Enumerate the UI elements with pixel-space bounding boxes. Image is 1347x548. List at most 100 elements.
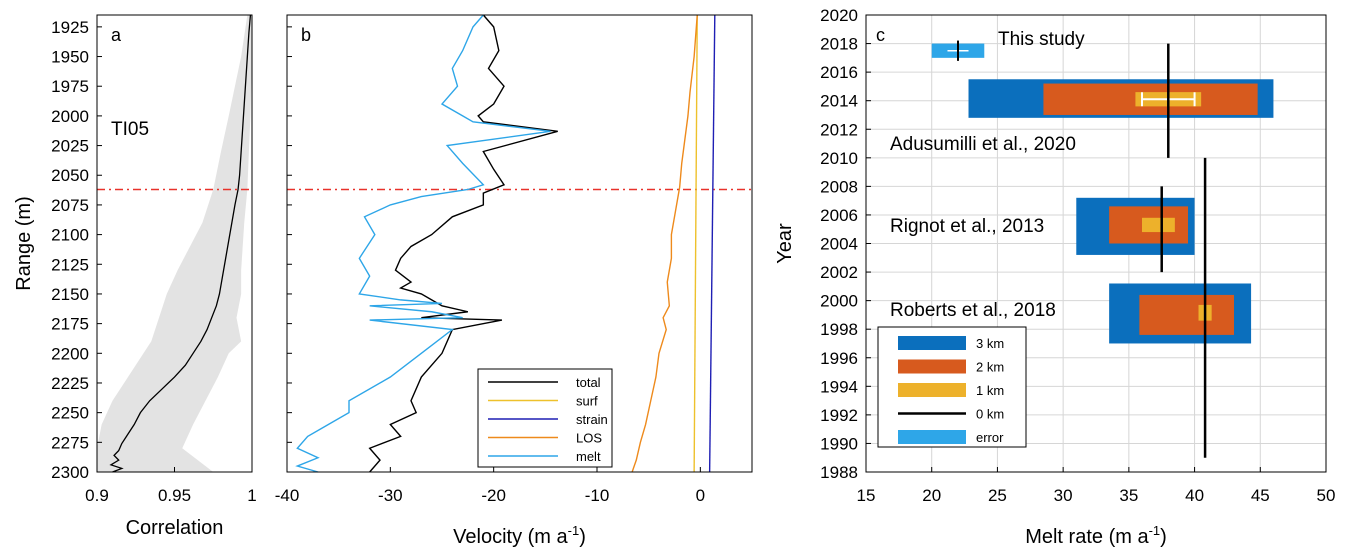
range-box-2km (1139, 294, 1234, 335)
panel-label: b (301, 25, 311, 45)
y-tick-label: 2300 (51, 463, 89, 482)
y-tick-label: 2100 (51, 226, 89, 245)
y-tick-label: 2250 (51, 404, 89, 423)
panel-b: -40 -30 -20 -10 0 b Velocity (m a-1) total surf s… (275, 14, 753, 548)
y-tick-label: 1996 (820, 349, 858, 368)
y-tick-label: 2004 (820, 235, 858, 254)
range-box-1km (1142, 217, 1175, 233)
y-tick-label: 2225 (51, 374, 89, 393)
x-tick-label: 0.9 (85, 486, 109, 505)
legend-label: 3 km (976, 336, 1004, 351)
y-tick-label: 1990 (820, 434, 858, 453)
velocity-line-total (368, 14, 558, 473)
x-axis-label-superscript: -1 (568, 523, 580, 538)
y-tick-label: 2020 (820, 6, 858, 25)
y-tick-label: 2025 (51, 137, 89, 156)
legend-box (477, 368, 613, 468)
y-tick-label: 2125 (51, 255, 89, 274)
x-axis-label: Velocity (m a-1) (453, 523, 586, 548)
legend-swatch (898, 336, 966, 350)
legend: 3 km 2 km 1 km 0 km error (877, 326, 1027, 448)
x-axis-label-superscript: -1 (1149, 523, 1161, 538)
y-tick-label: 1994 (820, 377, 858, 396)
y-tick-label: 2006 (820, 206, 858, 225)
y-tick-label: 1998 (820, 320, 858, 339)
study-label: Roberts et al., 2018 (890, 300, 1056, 321)
x-tick-label: 25 (988, 486, 1007, 505)
study-label: Adusumilli et al., 2020 (890, 134, 1076, 155)
y-tick-label: 2014 (820, 92, 858, 111)
y-axis-label: Year (774, 223, 796, 264)
legend-label: 1 km (976, 383, 1004, 398)
legend-label: LOS (576, 431, 602, 446)
correlation-spread-band (97, 15, 252, 472)
x-axis-label: Correlation (126, 517, 224, 539)
y-tick-label: 2002 (820, 263, 858, 282)
study-0 (931, 40, 985, 61)
velocity-line-los (631, 14, 698, 473)
legend-label: 0 km (976, 407, 1004, 422)
y-tick-label: 2012 (820, 120, 858, 139)
study-2 (1076, 186, 1195, 273)
y-tick-label: 2016 (820, 63, 858, 82)
site-annotation: TI05 (111, 119, 149, 140)
x-tick-label: -10 (585, 486, 610, 505)
y-tick-label: 2010 (820, 149, 858, 168)
y-tick-label: 2000 (820, 292, 858, 311)
y-tick-label: 1992 (820, 406, 858, 425)
legend-swatch (898, 430, 966, 444)
study-1 (968, 43, 1274, 158)
panel-label: c (876, 25, 885, 45)
y-tick-label: 2000 (51, 107, 89, 126)
x-axis-label-text: Melt rate (m a (1025, 526, 1149, 548)
y-tick-label: 2018 (820, 35, 858, 54)
y-tick-label: 1988 (820, 463, 858, 482)
y-tick-label: 2200 (51, 344, 89, 363)
legend-label: strain (576, 412, 608, 427)
x-tick-label: 20 (922, 486, 941, 505)
panel-label: a (111, 25, 122, 45)
y-tick-label: 1975 (51, 77, 89, 96)
legend-label: error (976, 430, 1004, 445)
legend-label: 2 km (976, 360, 1004, 375)
x-tick-label: 50 (1317, 486, 1336, 505)
legend-swatch (898, 359, 966, 374)
velocity-line-strain (708, 14, 716, 473)
study-3 (1109, 157, 1252, 458)
x-tick-label: -30 (378, 486, 403, 505)
x-tick-label: 0 (696, 486, 705, 505)
y-axis-label: Range (m) (13, 196, 35, 290)
x-axis-label-end: ) (579, 526, 586, 548)
y-tick-label: 2008 (820, 177, 858, 196)
legend-label: total (576, 375, 601, 390)
y-tick-label: 2150 (51, 285, 89, 304)
x-tick-label: 35 (1119, 486, 1138, 505)
y-tick-label: 2275 (51, 433, 89, 452)
velocity-line-melt (295, 14, 551, 473)
x-tick-label: 40 (1185, 486, 1204, 505)
x-tick-label: -40 (275, 486, 300, 505)
plot-frame (286, 14, 753, 473)
x-axis-label-text: Velocity (m a (453, 526, 568, 548)
x-axis-label: Melt rate (m a-1) (1025, 523, 1167, 548)
x-tick-label: 0.95 (158, 486, 191, 505)
legend-label: melt (576, 449, 601, 464)
legend-label: surf (576, 394, 598, 409)
legend: total surf strain LOS melt (477, 368, 613, 468)
correlation-line (109, 14, 252, 473)
velocity-line-surf (693, 14, 698, 473)
y-tick-label: 2050 (51, 166, 89, 185)
x-tick-label: 1 (247, 486, 256, 505)
x-tick-label: 15 (857, 486, 876, 505)
x-tick-label: -20 (481, 486, 506, 505)
study-label: Rignot et al., 2013 (890, 216, 1044, 237)
x-axis-label-end: ) (1160, 526, 1167, 548)
y-tick-label: 1925 (51, 18, 89, 37)
x-tick-label: 30 (1054, 486, 1073, 505)
y-tick-label: 2075 (51, 196, 89, 215)
panel-c: This study Adusumilli et al., 2020 Rignot … (774, 6, 1335, 548)
study-label: This study (998, 29, 1085, 50)
y-tick-label: 1950 (51, 48, 89, 67)
panel-a: 1925 1950 1975 2000 2025 2050 2075 2100 2125 2150… (13, 14, 257, 539)
